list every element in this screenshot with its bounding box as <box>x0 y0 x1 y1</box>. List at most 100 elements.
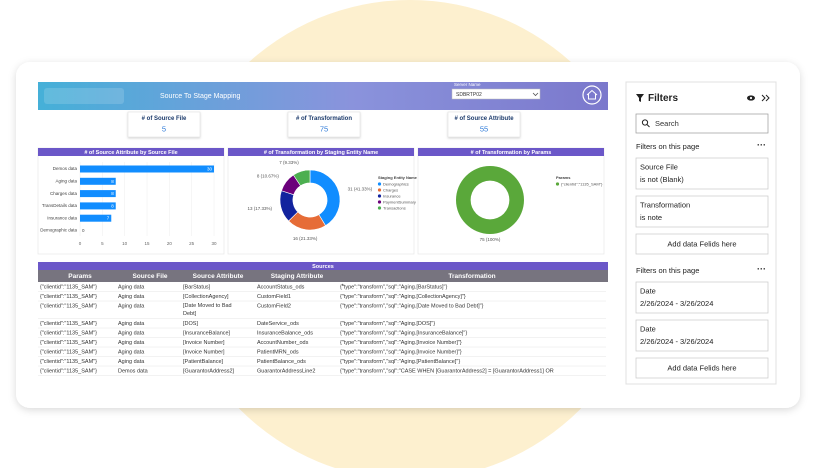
legend-title: Params <box>556 175 571 180</box>
x-tick-label: 5 <box>101 241 104 246</box>
table-cell: {"clientid":"1135_SAM"} <box>40 359 97 365</box>
x-tick-label: 10 <box>122 241 128 246</box>
filter-card[interactable] <box>635 281 769 314</box>
bar-value-label: 8 <box>111 191 114 196</box>
bar <box>80 177 116 185</box>
donut-slice <box>309 169 341 227</box>
chart-title: # of Transformation by Staging Entity Na… <box>264 150 378 156</box>
filter-name[interactable]: Date <box>640 286 656 295</box>
more-options[interactable]: ··· <box>757 140 766 150</box>
add-field-label[interactable]: Add data Felids here <box>667 239 736 248</box>
legend-swatch <box>377 206 382 210</box>
table-cell: Aging data <box>118 349 145 355</box>
home-circle[interactable] <box>582 85 602 105</box>
add-field-button[interactable] <box>635 233 769 255</box>
filter-state[interactable]: 2/26/2024 - 3/26/2024 <box>640 299 713 308</box>
table-cell: [CollectionAgency] <box>183 294 229 300</box>
more-options[interactable]: ··· <box>757 264 766 274</box>
eye-pupil[interactable] <box>749 96 753 100</box>
home-icon[interactable] <box>586 89 598 100</box>
table-cell: {"type":"transform","sql":"Aging.[Insura… <box>340 330 467 336</box>
search-field[interactable] <box>635 113 769 134</box>
filter-card[interactable] <box>635 157 769 190</box>
table-cell: {"type":"transform","sql":"Aging.[DOS]"} <box>340 321 435 327</box>
dropdown-value[interactable]: SDBRTP02 <box>456 92 482 98</box>
legend-label: {"clientid":"1135_SAM"} <box>561 181 603 186</box>
filter-name[interactable]: Transformation <box>640 200 690 209</box>
search-icon-handle[interactable] <box>646 124 650 128</box>
search-placeholder[interactable]: Search <box>655 119 679 128</box>
table-cell: [GuarantorAddress2] <box>183 368 235 374</box>
dropdown-box[interactable] <box>451 88 541 100</box>
kpi-value: 75 <box>320 124 328 133</box>
table-cell: Demos data <box>118 368 149 374</box>
table-cell: AccountNumber_ods <box>257 340 309 346</box>
column-header: Params <box>68 273 92 280</box>
table-cell: {"clientid":"1135_SAM"} <box>40 340 97 346</box>
slice-label: 7 (9.33%) <box>279 160 299 165</box>
table-title-bar <box>38 262 608 270</box>
table-body: {"clientid":"1135_SAM"} Aging data [BarSta… <box>38 284 606 376</box>
table-cell: Aging data <box>118 294 145 300</box>
slice-label: 31 (41.33%) <box>348 187 373 192</box>
bar-value-label: 30 <box>207 166 213 171</box>
column-header: Staging Attribute <box>271 273 324 280</box>
table-cell: CustomField2 <box>257 303 291 309</box>
chart-title-bar <box>228 148 414 156</box>
collapse-icon[interactable] <box>761 94 770 102</box>
home-button[interactable] <box>582 85 602 105</box>
server-dropdown[interactable]: SDBRTP02 <box>451 88 541 100</box>
server-label: Server Name <box>454 82 481 87</box>
column-header: Source File <box>132 273 167 280</box>
table-cell: {"clientid":"1135_SAM"} <box>40 284 97 290</box>
filter-name[interactable]: Date <box>640 324 656 333</box>
legend-label: Charges <box>383 187 398 192</box>
filter-state[interactable]: is not (Blank) <box>640 175 684 184</box>
bar-value-label: 7 <box>107 216 110 221</box>
table-cell: Aging data <box>118 359 145 365</box>
table-cell: {"type":"transform","sql":"Aging.[BarSta… <box>340 284 447 290</box>
table-cell: [Date Moved to Bad Debt] <box>183 303 232 317</box>
filter-card[interactable] <box>635 319 769 352</box>
kpi-value: 5 <box>162 124 166 133</box>
kpi-card <box>447 111 521 138</box>
filter-section-heading: Filters on this page <box>636 266 699 275</box>
table-cell: {"clientid":"1135_SAM"} <box>40 294 97 300</box>
search-box[interactable]: Search <box>635 113 769 134</box>
category-label: Insurance data <box>47 215 77 220</box>
legend-swatch <box>377 188 382 192</box>
x-tick-label: 0 <box>79 241 82 246</box>
chart-title-bar <box>418 148 604 156</box>
table-cell: Aging data <box>118 330 145 336</box>
dropdown-chevron[interactable] <box>532 92 539 97</box>
add-field-button[interactable] <box>635 357 769 379</box>
filter-state[interactable]: 2/26/2024 - 3/26/2024 <box>640 337 713 346</box>
bar <box>80 214 112 222</box>
table-cell: [DOS] <box>183 321 198 327</box>
x-tick-label: 30 <box>211 241 217 246</box>
bar <box>80 190 116 198</box>
category-label: Demographic data <box>40 228 77 233</box>
table-cell: {"type":"transform","sql":"CASE WHEN [Gu… <box>340 368 554 374</box>
table-cell: DateService_ods <box>257 321 299 327</box>
kpi-label: # of Transformation <box>296 116 352 122</box>
category-label: Aging data <box>55 178 77 183</box>
search-icon[interactable] <box>641 119 649 126</box>
chart-title-bar <box>38 148 224 156</box>
filter-state[interactable]: is note <box>640 213 662 222</box>
legend-swatch <box>377 194 382 198</box>
filter-name[interactable]: Source File <box>640 162 678 171</box>
legend-label: Transactions <box>383 205 406 210</box>
column-header: Source Attribute <box>193 273 244 280</box>
sort-indicator: ▲ <box>341 282 344 286</box>
table-cell: CustomField1 <box>257 294 291 300</box>
kpi-label: # of Source File <box>142 116 187 122</box>
kpi-card <box>127 111 201 138</box>
table-cell: [InsuranceBalance] <box>183 330 231 336</box>
slice-label: 13 (17.33%) <box>248 206 273 211</box>
category-label: Charges data <box>50 191 78 196</box>
eye-toggle[interactable] <box>747 95 755 101</box>
add-field-label[interactable]: Add data Felids here <box>667 363 736 372</box>
filter-card[interactable] <box>635 195 769 228</box>
